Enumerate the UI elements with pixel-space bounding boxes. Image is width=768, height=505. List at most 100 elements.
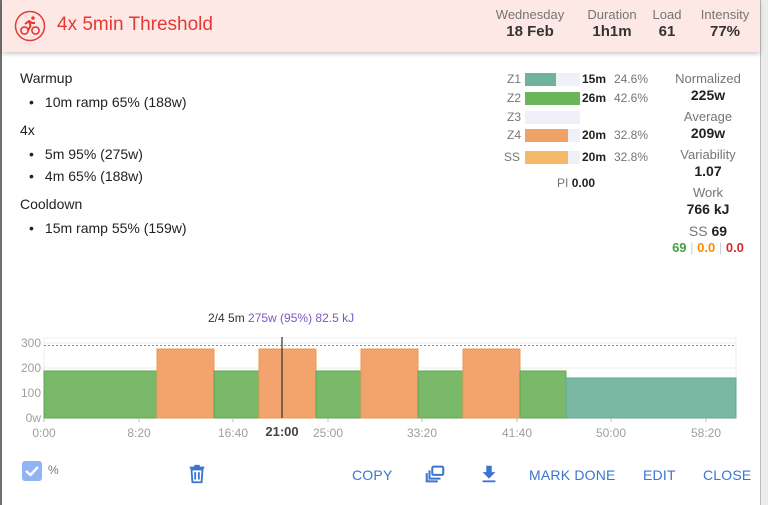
mark-done-button[interactable]: MARK DONE — [529, 467, 616, 483]
duration-value: 1h1m — [592, 23, 632, 40]
zone-track — [525, 129, 580, 142]
zone-pct: 24.6% — [614, 72, 649, 86]
zone-track — [525, 111, 580, 124]
ss-breakdown: 69 | 0.0 | 0.0 — [672, 240, 744, 255]
pi-stat: PI 0.00 — [557, 176, 595, 190]
percent-checkbox[interactable] — [22, 461, 42, 481]
power-stats: Normalized 225w Average 209w Variability… — [658, 71, 758, 255]
download-icon[interactable] — [478, 463, 500, 485]
pi-label: PI — [557, 176, 569, 190]
zone-bar — [525, 73, 556, 86]
intensity-stat: Intensity 77% — [696, 7, 754, 40]
zone-track — [525, 151, 580, 164]
zone-label: Z4 — [507, 128, 522, 142]
step-group-cooldown: Cooldown 15m ramp 55% (159w) — [20, 196, 187, 236]
stat-label: Normalized — [675, 71, 741, 86]
copy-button[interactable]: COPY — [352, 467, 393, 483]
dialog-footer: % COPY MARK DONE EDIT CLOSE — [2, 455, 760, 495]
step-item: 4m 65% (188w) — [29, 168, 187, 184]
stat-value: 225w — [690, 87, 726, 103]
percent-label: % — [48, 463, 59, 477]
svg-text:50:00: 50:00 — [596, 426, 626, 440]
pi-value: 0.00 — [571, 176, 596, 190]
svg-text:16:40: 16:40 — [218, 426, 248, 440]
step-item: 10m ramp 65% (188w) — [29, 94, 187, 110]
close-button[interactable]: CLOSE — [703, 467, 752, 483]
workout-power-chart[interactable]: 0w 100 200 300 0:00 8:20 16:40 25:00 33:… — [2, 330, 760, 445]
chart-bars — [43, 348, 737, 419]
step-group-title: Warmup — [20, 70, 73, 86]
load-stat: Load 61 — [648, 7, 686, 40]
zone-bar — [525, 129, 568, 142]
zone-bar — [525, 151, 568, 164]
delete-icon[interactable] — [186, 463, 208, 485]
intensity-label: Intensity — [700, 7, 750, 22]
svg-text:300: 300 — [21, 336, 41, 350]
day-label: Wednesday — [495, 7, 565, 22]
duration-stat: Duration 1h1m — [582, 7, 642, 40]
zone-label: Z2 — [507, 91, 522, 105]
load-value: 61 — [658, 23, 676, 40]
svg-text:25:00: 25:00 — [313, 426, 343, 440]
load-label: Load — [652, 7, 682, 22]
date-stat: Wednesday 18 Feb — [490, 7, 570, 40]
ss-orange: 0.0 — [697, 240, 716, 255]
ss-stat: SS 69 — [658, 223, 758, 239]
work-stat: Work 766 kJ — [658, 185, 758, 217]
step-item: 15m ramp 55% (159w) — [29, 220, 187, 236]
zone-pct: 42.6% — [614, 91, 649, 105]
zone-pct: 32.8% — [614, 150, 649, 164]
zone-time: 26m — [582, 91, 607, 105]
ss-red: 0.0 — [725, 240, 744, 255]
svg-text:0w: 0w — [26, 411, 42, 425]
zone-label: SS — [504, 150, 521, 164]
svg-text:100: 100 — [21, 386, 41, 400]
duration-label: Duration — [587, 7, 637, 22]
zone-time: 15m — [582, 72, 607, 86]
bike-icon — [14, 10, 46, 42]
stat-value: 766 kJ — [686, 201, 730, 217]
duplicate-icon[interactable] — [424, 463, 446, 485]
svg-text:0:00: 0:00 — [32, 426, 56, 440]
svg-text:41:40: 41:40 — [502, 426, 532, 440]
workout-title: 4x 5min Threshold — [57, 14, 213, 35]
svg-text:200: 200 — [21, 361, 41, 375]
average-stat: Average 209w — [658, 109, 758, 141]
date-value: 18 Feb — [506, 23, 554, 40]
normalized-stat: Normalized 225w — [658, 71, 758, 103]
ss-value: 69 — [711, 223, 728, 239]
stat-label: Average — [683, 109, 733, 124]
step-item: 5m 95% (275w) — [29, 146, 187, 162]
step-group-repeat: 4x 5m 95% (275w) 4m 65% (188w) — [20, 122, 187, 184]
x-axis-labels: 0:00 8:20 16:40 25:00 33:20 41:40 50:00 … — [32, 424, 721, 440]
zone-pct: 32.8% — [614, 128, 649, 142]
zone-track — [525, 92, 580, 105]
stat-value: 209w — [690, 125, 726, 141]
y-axis-labels: 0w 100 200 300 — [21, 336, 41, 425]
svg-text:21:00: 21:00 — [265, 424, 298, 439]
zone-time: 20m — [582, 128, 607, 142]
check-icon — [25, 466, 39, 477]
zone-time: 20m — [582, 150, 607, 164]
background-strip — [760, 0, 768, 505]
chart-tooltip: 2/4 5m 275w (95%) 82.5 kJ — [208, 311, 354, 325]
stat-value: 1.07 — [694, 163, 722, 179]
svg-text:33:20: 33:20 — [407, 426, 437, 440]
zone-bar — [525, 92, 580, 105]
zone-label: Z1 — [507, 72, 522, 86]
stat-label: Work — [692, 185, 724, 200]
step-group-warmup: Warmup 10m ramp 65% (188w) — [20, 70, 187, 110]
svg-text:8:20: 8:20 — [127, 426, 151, 440]
zone-track — [525, 73, 580, 86]
svg-text:58:20: 58:20 — [691, 426, 721, 440]
workout-steps: Warmup 10m ramp 65% (188w) 4x 5m 95% (27… — [20, 70, 187, 248]
ss-label: SS — [688, 223, 708, 239]
edit-button[interactable]: EDIT — [643, 467, 676, 483]
step-group-title: Cooldown — [20, 196, 83, 212]
zone-label: Z3 — [507, 110, 522, 124]
step-group-title: 4x — [20, 122, 35, 138]
intensity-value: 77% — [709, 23, 741, 40]
ss-green: 69 — [672, 240, 687, 255]
tooltip-prefix: 2/4 5m — [208, 311, 245, 325]
